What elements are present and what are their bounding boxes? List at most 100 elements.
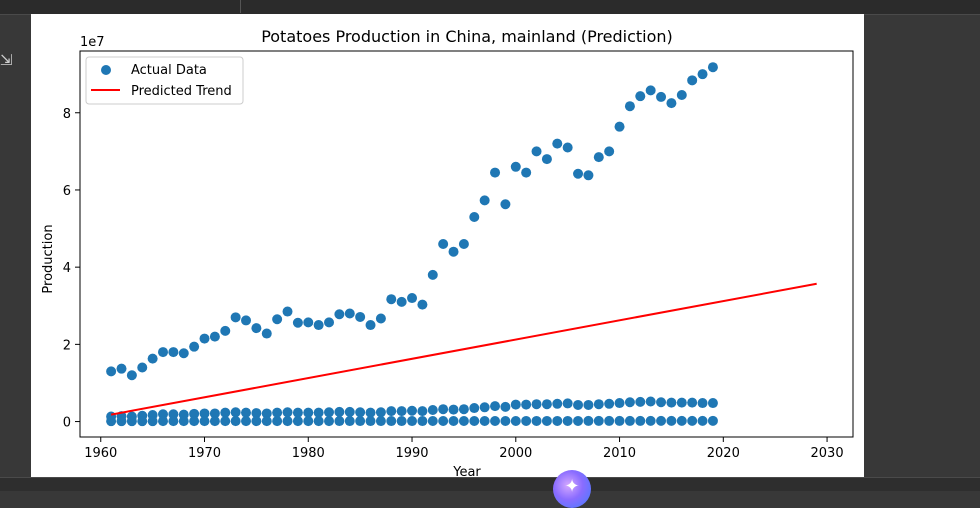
data-point (324, 416, 335, 427)
data-point (220, 325, 231, 336)
y-axis-label: Production (41, 224, 56, 293)
data-point (707, 62, 718, 73)
chart: Potatoes Production in China, mainland (… (41, 27, 854, 477)
data-point (407, 293, 418, 304)
data-point (541, 415, 552, 426)
data-point (573, 168, 584, 179)
data-point (292, 407, 303, 418)
data-point (178, 416, 189, 427)
data-point (614, 398, 625, 409)
data-point (707, 398, 718, 409)
data-point (531, 399, 542, 410)
data-point (697, 398, 708, 409)
data-point (116, 416, 127, 427)
data-point (469, 416, 480, 427)
data-point (209, 408, 220, 419)
data-point (500, 401, 511, 412)
data-point (158, 409, 169, 420)
data-point (624, 101, 635, 112)
data-point (407, 416, 418, 427)
data-point (220, 416, 231, 427)
data-point (355, 416, 366, 427)
data-point (614, 415, 625, 426)
data-point (365, 320, 376, 331)
data-point (500, 199, 511, 210)
data-point (458, 416, 469, 427)
data-point (656, 415, 667, 426)
data-point (676, 90, 687, 101)
data-point (158, 347, 169, 358)
data-point (469, 403, 480, 414)
legend-label-actual: Actual Data (131, 63, 207, 78)
plot-frame (79, 50, 854, 438)
data-point (189, 416, 200, 427)
data-point (469, 211, 480, 222)
data-point (199, 408, 210, 419)
y-tick-label: 6 (63, 184, 71, 199)
data-point (241, 315, 252, 326)
data-point (687, 397, 698, 408)
data-point (137, 362, 148, 373)
data-point (396, 296, 407, 307)
data-point (573, 399, 584, 410)
data-point (251, 323, 262, 334)
data-point (604, 146, 615, 157)
data-point (614, 121, 625, 132)
top-toolbar (0, 0, 980, 15)
legend: Actual Data Predicted Trend (85, 56, 244, 105)
data-point (562, 415, 573, 426)
data-point (635, 415, 646, 426)
bottom-status-bar (0, 477, 980, 491)
x-tick-label: 1970 (188, 446, 221, 461)
data-point (261, 408, 272, 419)
data-point (209, 331, 220, 342)
data-point (490, 401, 501, 412)
data-point (427, 269, 438, 280)
expand-output-icon[interactable]: ⇲ (0, 51, 13, 69)
trend-line (110, 282, 817, 416)
data-point (583, 170, 594, 181)
data-point (126, 416, 137, 427)
data-point (645, 415, 656, 426)
data-point (355, 407, 366, 418)
sparkle-icon[interactable]: ✦ (553, 470, 591, 508)
data-point (137, 416, 148, 427)
x-tick-label: 2030 (811, 446, 844, 461)
toolbar-segment (0, 0, 241, 13)
axis-ticks: 1960 1970 1980 1990 2000 2010 2020 2030 0 2 4 6 8 (63, 107, 844, 461)
data-point (272, 314, 283, 325)
legend-marker-actual (101, 65, 111, 75)
data-point (313, 416, 324, 427)
chart-output-card: Potatoes Production in China, mainland (… (31, 14, 864, 477)
data-point (199, 416, 210, 427)
data-point (573, 415, 584, 426)
data-point (666, 397, 677, 408)
plot-marks (106, 62, 817, 427)
data-point (687, 75, 698, 86)
data-point (666, 415, 677, 426)
data-point (438, 416, 449, 427)
data-point (220, 407, 231, 418)
data-point (552, 415, 563, 426)
data-point (261, 416, 272, 427)
data-point (106, 416, 117, 427)
data-point (386, 406, 397, 417)
data-point (490, 415, 501, 426)
legend-box (85, 56, 244, 105)
data-point (147, 353, 158, 364)
data-point (541, 154, 552, 165)
data-point (490, 167, 501, 178)
data-point (241, 407, 252, 418)
data-point (334, 416, 345, 427)
data-point (292, 317, 303, 328)
data-point (427, 404, 438, 415)
x-tick-label: 1980 (292, 446, 325, 461)
data-point (178, 348, 189, 359)
data-point (355, 311, 366, 322)
data-point (531, 146, 542, 157)
data-point (676, 397, 687, 408)
data-point (583, 399, 594, 410)
data-point (282, 306, 293, 317)
data-point (417, 416, 428, 427)
data-point (479, 416, 490, 427)
